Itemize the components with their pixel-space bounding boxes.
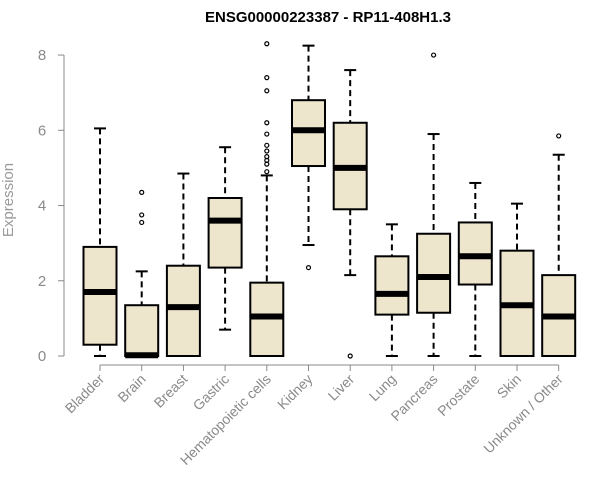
box-gastric [207,146,243,331]
box-bladder [82,127,118,357]
outlier-point [264,75,270,81]
outlier-point [139,219,145,226]
x-tick-label: Skin [494,371,525,402]
outlier-point [139,189,145,195]
y-axis: 0 2 4 6 8 [38,47,65,365]
chart-title: ENSG00000223387 - RP11-408H1.3 [205,9,451,26]
outlier-point [139,212,145,218]
box-hematopoietic-cells [249,41,285,357]
x-tick-label: Bladder [62,371,108,417]
box-breast [165,172,201,358]
box-lung [374,223,410,357]
x-tick-label: Unknown / Other [480,371,566,457]
iqr-box [207,197,243,269]
outlier-point [264,120,270,126]
box-unknown-other [541,133,577,357]
outlier-point [431,52,437,58]
y-axis-label: Expression [0,163,17,237]
outlier-point [264,169,270,175]
x-tick-label: Breast [151,371,191,411]
box-kidney [291,44,326,271]
y-tick-label: 8 [38,47,46,64]
x-tick-label: Lung [366,371,399,404]
x-tick-label: Kidney [274,371,316,413]
iqr-box [124,304,160,358]
outlier-point [264,131,270,137]
box-pancreas [416,52,452,357]
iqr-box [374,255,410,316]
outlier-point [264,142,270,148]
y-tick-label: 6 [38,122,46,139]
iqr-box [165,264,201,358]
outlier-point [347,353,353,359]
iqr-box [82,245,118,346]
box-liver [332,69,368,359]
box-prostate [457,181,493,357]
outlier-point [305,264,312,271]
outlier-point [264,41,270,47]
y-tick-label: 4 [38,198,46,215]
x-tick-label: Brain [114,371,148,405]
box-brain [124,189,160,359]
x-tick-label: Prostate [434,371,482,419]
boxes-group [82,41,577,359]
iqr-box [416,232,452,314]
box-skin [499,202,535,358]
outlier-point [264,148,270,154]
y-tick-label: 2 [38,273,46,290]
outlier-point [264,88,270,94]
outlier-point [264,154,270,160]
outlier-point [556,133,562,139]
y-tick-label: 0 [38,348,46,365]
x-tick-label: Liver [325,371,358,404]
